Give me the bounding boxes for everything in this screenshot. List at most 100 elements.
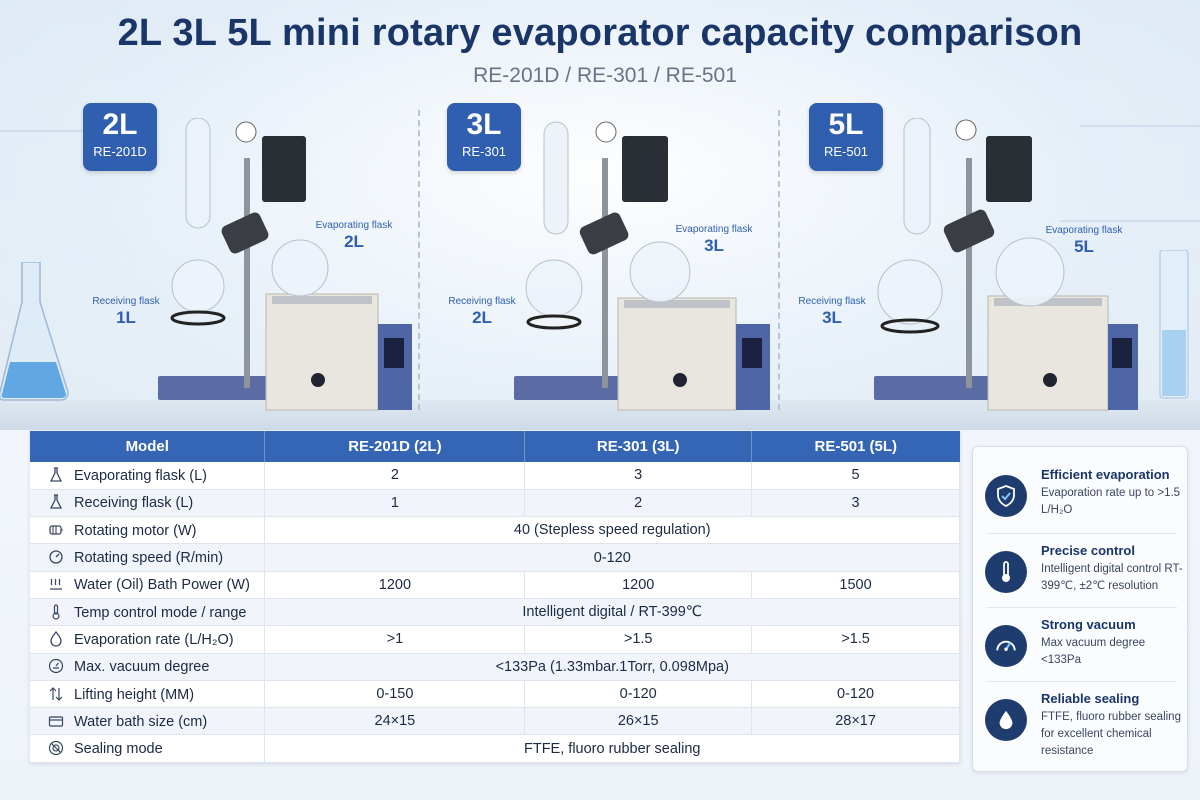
feature-item: Strong vacuum Max vacuum degree <133Pa (973, 617, 1189, 689)
receiving-flask-label: Receiving flask 1L (92, 296, 160, 327)
speedometer-icon (48, 549, 64, 565)
capacity-text: 3L (466, 108, 502, 141)
seal-icon (48, 740, 64, 756)
value-cell: 1 (264, 489, 526, 518)
background-shelf (0, 130, 130, 132)
table-row: Max. vacuum degree <133Pa (1.33mbar.1Torr… (30, 653, 960, 681)
vacuum-gauge-icon (985, 625, 1027, 667)
feature-description: Evaporation rate up to >1.5 L/H₂O (1041, 487, 1181, 516)
section-divider (418, 110, 420, 410)
capacity-badge: 5L RE-501 (809, 103, 883, 171)
parameter-label: Water (Oil) Bath Power (W) (74, 577, 250, 594)
parameter-label: Lifting height (MM) (74, 686, 195, 703)
merged-value-cell: FTFE, fluoro rubber sealing (264, 734, 960, 763)
value-cell: 26×15 (524, 707, 753, 736)
parameter-cell: Rotating motor (W) (30, 516, 266, 545)
feature-item: Reliable sealing FTFE, fluoro rubber sea… (973, 691, 1189, 763)
evaporating-flask-label: Evaporating flask 3L (675, 224, 753, 255)
droplet-icon (48, 630, 64, 647)
table-row: Water bath size (cm) 24×15 26×15 28×17 (30, 707, 960, 736)
value-cell: 3 (524, 462, 753, 490)
capacity-badge: 2L RE-201D (83, 103, 157, 171)
merged-value-cell: 0-120 (264, 543, 960, 572)
value-cell: 3 (751, 489, 960, 518)
table-row: Temp control mode / range Intelligent dig… (30, 598, 960, 627)
background-shelf (1060, 220, 1200, 222)
value-cell: 1500 (751, 571, 960, 599)
parameter-cell: Max. vacuum degree (30, 653, 266, 681)
table-row: Water (Oil) Bath Power (W) 1200 1200 1500 (30, 571, 960, 599)
value-cell: 2 (524, 489, 753, 518)
capacity-text: 2L (102, 108, 138, 141)
parameter-label: Sealing mode (74, 741, 163, 758)
parameter-cell: Water bath size (cm) (30, 707, 266, 736)
parameter-label: Max. vacuum degree (74, 659, 210, 676)
model-text: RE-501 (823, 144, 869, 159)
section-divider (778, 110, 780, 410)
rotary-evaporator-image (158, 118, 412, 411)
parameter-cell: Water (Oil) Bath Power (W) (30, 571, 266, 599)
thermometer-icon (48, 604, 64, 620)
features-panel: Efficient evaporation Evaporation rate u… (972, 446, 1188, 772)
model-text: RE-201D (93, 144, 147, 159)
shield-check-icon (985, 475, 1027, 517)
value-cell: >1.5 (524, 625, 753, 654)
background-shelf (1080, 125, 1200, 127)
parameter-cell: Rotating speed (R/min) (30, 543, 266, 572)
table-row: Sealing mode FTFE, fluoro rubber sealing (30, 734, 960, 763)
value-cell: 2 (264, 462, 526, 490)
table-row: Rotating motor (W) 40 (Stepless speed reg… (30, 516, 960, 545)
motor-icon (48, 522, 64, 538)
feature-divider (987, 533, 1177, 534)
page-subtitle: RE-201D / RE-301 / RE-501 (473, 64, 737, 87)
merged-value-cell: Intelligent digital / RT-399℃ (264, 598, 960, 627)
value-cell: 1200 (264, 571, 526, 599)
vacuum-gauge-icon (48, 658, 64, 674)
feature-divider (987, 681, 1177, 682)
flask-icon (48, 494, 64, 510)
evaporating-flask-label: Evaporating flask 5L (1045, 225, 1123, 256)
thermometer-icon (985, 551, 1027, 593)
parameter-label: Rotating motor (W) (74, 522, 197, 539)
parameter-label: Rotating speed (R/min) (74, 550, 224, 567)
value-cell: 0-150 (264, 680, 526, 709)
column-header: Model (30, 431, 266, 462)
value-cell: 1200 (524, 571, 753, 599)
merged-value-cell: 40 (Stepless speed regulation) (264, 516, 960, 545)
value-cell: >1.5 (751, 625, 960, 654)
merged-value-cell: <133Pa (1.33mbar.1Torr, 0.098Mpa) (264, 653, 960, 681)
parameter-cell: Temp control mode / range (30, 598, 266, 627)
receiving-flask-label: Receiving flask 2L (448, 296, 516, 327)
feature-title: Strong vacuum (1041, 617, 1136, 632)
parameter-cell: Sealing mode (30, 734, 266, 763)
value-cell: 28×17 (751, 707, 960, 736)
evaporating-flask-label: Evaporating flask 2L (315, 220, 393, 251)
spec-comparison-table: Model RE-201D (2L) RE-301 (3L) RE-501 (5… (30, 431, 960, 763)
value-cell: >1 (264, 625, 526, 654)
feature-title: Reliable sealing (1041, 691, 1140, 706)
parameter-label: Evaporating flask (L) (74, 467, 207, 484)
receiving-flask-label: Receiving flask 3L (798, 296, 866, 327)
table-row: Receiving flask (L) 1 2 3 (30, 489, 960, 518)
erlenmeyer-flask-decoration (0, 262, 69, 401)
parameter-cell: Receiving flask (L) (30, 489, 266, 518)
flask-icon (48, 467, 64, 483)
feature-description: FTFE, fluoro rubber sealing for excellen… (1041, 711, 1181, 757)
table-row: Evaporating flask (L) 2 3 5 (30, 462, 960, 490)
page-title: 2L 3L 5L mini rotary evaporator capacity… (117, 12, 1083, 54)
parameter-label: Evaporation rate (L/H₂O) (74, 631, 234, 648)
parameter-label: Water bath size (cm) (74, 713, 208, 730)
value-cell: 5 (751, 462, 960, 490)
feature-title: Efficient evaporation (1041, 467, 1170, 482)
up-down-arrows-icon (48, 686, 64, 702)
table-row: Evaporation rate (L/H₂O) >1 >1.5 >1.5 (30, 625, 960, 654)
table-header-row: Model RE-201D (2L) RE-301 (3L) RE-501 (5… (30, 431, 960, 462)
value-cell: 0-120 (524, 680, 753, 709)
column-header: RE-201D (2L) (264, 431, 526, 462)
parameter-cell: Evaporating flask (L) (30, 462, 266, 490)
column-header: RE-501 (5L) (751, 431, 960, 462)
table-row: Rotating speed (R/min) 0-120 (30, 543, 960, 572)
feature-description: Max vacuum degree <133Pa (1041, 637, 1146, 666)
feature-divider (987, 607, 1177, 608)
parameter-label: Receiving flask (L) (74, 495, 194, 512)
